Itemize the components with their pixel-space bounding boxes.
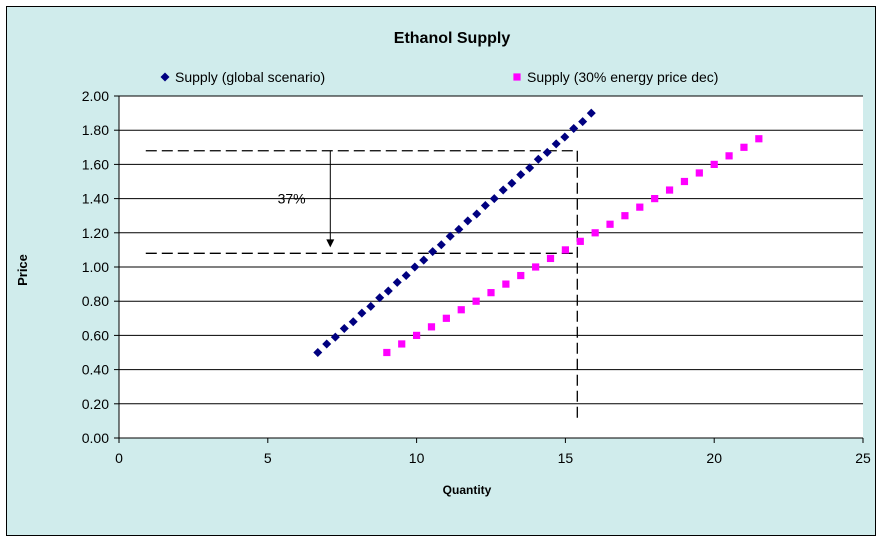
legend-label: Supply (30% energy price dec) [527,69,718,85]
data-point [551,139,561,149]
data-point [436,240,446,250]
x-tick-label: 25 [855,450,871,466]
y-tick-label: 1.20 [82,225,109,241]
data-point [313,348,323,357]
data-point [480,200,490,210]
data-point [463,216,473,226]
y-tick-label: 0.00 [82,430,109,446]
chart-title: Ethanol Supply [394,30,511,47]
legend: Supply (global scenario) Supply (30% ener… [160,69,718,85]
data-point [740,143,748,151]
decrease-arrowhead [326,239,335,248]
data-point [532,263,540,271]
data-point [636,203,644,211]
data-point [517,271,525,280]
y-tick-label: 1.80 [82,122,109,138]
data-point [357,308,367,318]
y-tick-label: 0.20 [82,396,109,412]
y-tick-label: 1.60 [82,156,109,172]
y-tick-label: 2.00 [82,88,109,104]
data-point [576,237,584,245]
data-point [383,286,393,296]
data-point [330,332,340,342]
y-tick-label: 1.40 [82,191,109,207]
y-tick-label: 0.60 [82,327,109,343]
data-point [392,277,402,287]
data-point [578,117,588,127]
data-point [569,123,579,133]
data-point [428,247,438,257]
data-point [525,163,535,173]
data-point [375,293,385,303]
x-tick-label: 20 [706,450,722,466]
data-point [755,135,763,143]
series-1 [313,108,596,357]
data-point [665,186,674,194]
data-point [533,154,543,164]
x-tick-label: 0 [115,450,123,466]
y-tick-label: 1.00 [82,259,109,275]
data-point [725,152,733,160]
data-point [366,301,376,311]
data-point [401,271,411,281]
data-point [457,306,465,314]
legend-marker [160,72,170,82]
data-point [472,297,480,305]
data-point [507,178,517,188]
data-point [427,323,436,331]
data-point [348,317,358,327]
y-tick-label: 0.80 [82,293,109,309]
data-point [621,212,629,220]
data-point [454,224,464,234]
x-tick-label: 10 [409,450,425,466]
x-tick-label: 15 [558,450,574,466]
data-point [498,185,508,195]
data-point [322,339,332,349]
data-point [542,147,552,157]
y-axis-title: Price [15,254,30,286]
legend-marker [513,73,521,81]
x-axis-title: Quantity [443,483,492,497]
data-point [410,262,420,272]
data-point [398,340,406,348]
data-point [445,231,455,241]
data-point [516,170,526,180]
data-point [546,254,555,263]
data-point [383,348,391,357]
data-point [651,195,659,203]
data-point [710,160,718,168]
data-point [487,289,495,297]
data-point [561,246,569,254]
data-point [586,108,596,118]
data-point [560,132,570,142]
data-point [339,324,349,334]
data-point [695,169,703,177]
x-tick-label: 5 [264,450,272,466]
y-tick-label: 0.40 [82,362,109,378]
data-point [419,255,429,265]
data-point [680,177,689,186]
data-point [472,209,482,219]
annotation-percent-label: 37% [278,191,306,207]
data-point [442,314,450,322]
series-2 [383,135,763,357]
data-point [413,331,421,339]
legend-label: Supply (global scenario) [175,69,325,85]
data-point [502,280,510,288]
data-point [591,229,599,237]
data-point [489,194,499,204]
data-point [606,220,614,228]
